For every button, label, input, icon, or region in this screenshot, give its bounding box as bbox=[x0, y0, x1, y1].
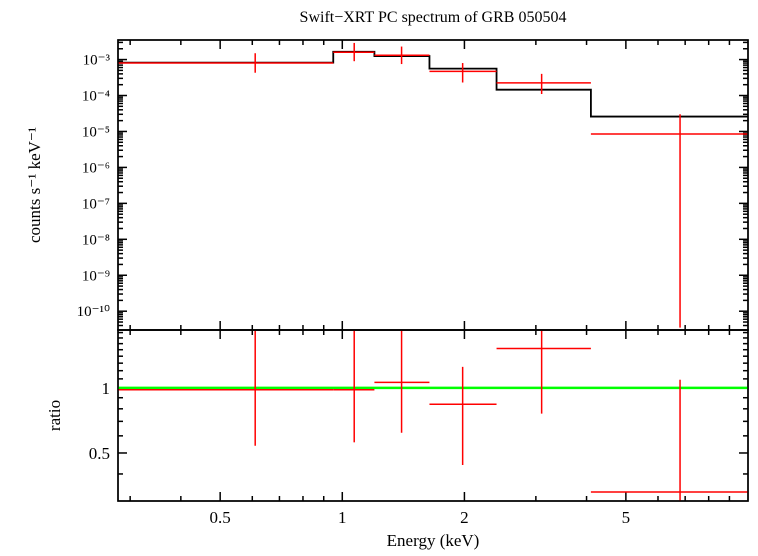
y-tick-label: 10⁻⁹ bbox=[82, 268, 110, 284]
x-tick-label: 0.5 bbox=[210, 508, 231, 527]
y-tick-label: 0.5 bbox=[89, 444, 110, 463]
x-axis-label: Energy (keV) bbox=[387, 531, 480, 550]
y-axis-label-bottom: ratio bbox=[45, 400, 64, 431]
y-tick-label: 10⁻⁶ bbox=[82, 160, 110, 176]
y-tick-label: 10⁻³ bbox=[83, 53, 111, 69]
y-tick-label: 10⁻⁵ bbox=[82, 124, 110, 140]
figure-bg bbox=[0, 0, 758, 556]
y-tick-label: 10⁻⁸ bbox=[82, 232, 110, 248]
y-tick-label: 1 bbox=[102, 379, 111, 398]
y-tick-label: 10⁻¹⁰ bbox=[77, 304, 110, 320]
x-tick-label: 5 bbox=[622, 508, 631, 527]
y-tick-label: 10⁻⁴ bbox=[82, 89, 110, 105]
chart-svg: Swift−XRT PC spectrum of GRB 050504 0.5 1 2… bbox=[0, 0, 758, 556]
chart-title: Swift−XRT PC spectrum of GRB 050504 bbox=[300, 9, 567, 26]
chart-container: Swift−XRT PC spectrum of GRB 050504 0.5 1 2… bbox=[0, 0, 758, 556]
y-tick-label: 10⁻⁷ bbox=[82, 196, 110, 212]
y-axis-label-top: counts s⁻¹ keV⁻¹ bbox=[25, 127, 44, 243]
x-tick-label: 2 bbox=[460, 508, 469, 527]
x-tick-label: 1 bbox=[338, 508, 347, 527]
